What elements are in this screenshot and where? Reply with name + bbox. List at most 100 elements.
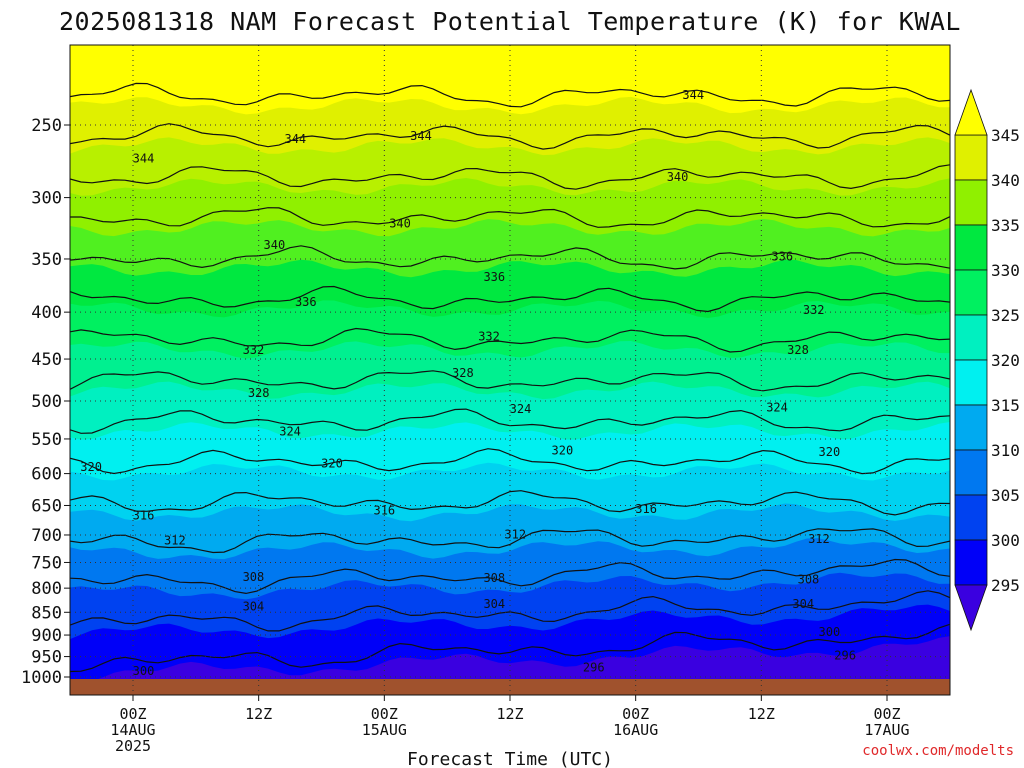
- credit-text: coolwx.com/modelts: [862, 743, 1014, 759]
- ground-strip: [70, 679, 950, 695]
- x-tick-label: 12Z: [496, 705, 523, 723]
- contour-label: 344: [284, 132, 306, 146]
- colorbar-segment: [954, 404, 988, 451]
- y-tick-label: 300: [31, 189, 62, 209]
- contour-label: 344: [682, 88, 704, 102]
- contour-line: [70, 285, 950, 313]
- contour-line: [70, 82, 950, 108]
- y-tick-label: 650: [31, 496, 62, 516]
- x-tick-label: 14AUG: [110, 721, 155, 739]
- contour-label: 320: [80, 460, 102, 474]
- colorbar-tick-label: 340: [991, 171, 1020, 190]
- y-tick-label: 700: [31, 526, 62, 546]
- contour-label: 324: [279, 425, 301, 439]
- contour-label: 328: [787, 343, 809, 357]
- contour-label: 344: [410, 129, 432, 143]
- x-tick-label: 00Z: [371, 705, 398, 723]
- contour-label: 340: [667, 170, 689, 184]
- contour-line: [70, 123, 950, 150]
- colorbar-tick-label: 345: [991, 126, 1020, 145]
- contour-label: 304: [243, 600, 265, 614]
- contour-label: 336: [483, 270, 505, 284]
- contour-label: 316: [133, 509, 155, 523]
- colorbar-segment: [954, 179, 988, 226]
- colorbar-tick-label: 315: [991, 396, 1020, 415]
- colorbar-segment: [954, 494, 988, 541]
- contour-line: [70, 448, 950, 475]
- colorbar-arrow-bottom: [954, 584, 988, 632]
- contour-line: [70, 528, 950, 554]
- y-tick-label: 400: [31, 303, 62, 323]
- plot-area: 344 344 344 344 340 340 340 336 336 336 332 332 332 3…: [69, 44, 951, 696]
- contour-label: 312: [504, 527, 526, 541]
- y-tick-label: 800: [31, 579, 62, 599]
- x-tick-label: 2025: [115, 737, 151, 755]
- x-tick-label: 12Z: [748, 705, 775, 723]
- contour-label: 320: [321, 457, 343, 471]
- x-tick-label: 16AUG: [613, 721, 658, 739]
- colorbar-arrow-top: [954, 88, 988, 136]
- y-tick-label: 1000: [21, 668, 62, 688]
- x-tick-label: 00Z: [119, 705, 146, 723]
- contour-line: [70, 207, 950, 228]
- contour-label: 296: [834, 648, 856, 662]
- y-tick-label: 600: [31, 465, 62, 485]
- y-tick-label: 350: [31, 250, 62, 270]
- colorbar-segment: [954, 269, 988, 316]
- y-tick-label: 500: [31, 392, 62, 412]
- contour-label: 324: [766, 400, 788, 414]
- contour-label: 304: [792, 597, 814, 611]
- contour-label: 300: [819, 625, 841, 639]
- contour-label: 320: [819, 445, 841, 459]
- contour-label: 344: [133, 152, 155, 166]
- contour-label: 296: [583, 661, 605, 675]
- colorbar-segment: [954, 224, 988, 271]
- colorbar: 345 340 335 330 325 320 315 310 305 300 295: [954, 88, 1020, 632]
- colorbar-tick-label: 325: [991, 306, 1020, 325]
- contour-label: 312: [808, 532, 830, 546]
- contour-label: 300: [133, 664, 155, 678]
- colorbar-tick-label: 320: [991, 351, 1020, 370]
- y-tick-label: 250: [31, 116, 62, 136]
- colorbar-segment: [954, 359, 988, 406]
- y-tick-label: 950: [31, 648, 62, 668]
- colorbar-tick-label: 295: [991, 576, 1020, 595]
- contour-label: 320: [552, 443, 574, 457]
- x-axis-label: Forecast Time (UTC): [407, 749, 613, 768]
- y-tick-label: 550: [31, 430, 62, 450]
- contour-line: [70, 370, 950, 392]
- contour-label: 336: [771, 250, 793, 264]
- colorbar-tick-label: 305: [991, 486, 1020, 505]
- x-tick-label: 17AUG: [864, 721, 909, 739]
- contour-label: 316: [373, 503, 395, 517]
- y-tick-label: 850: [31, 603, 62, 623]
- colorbar-tick-label: 300: [991, 531, 1020, 550]
- contour-label: 328: [452, 366, 474, 380]
- y-axis: 250 300 350 400 450 500 550 600 650 700 750 800 850 9…: [21, 116, 70, 688]
- contour-label: 332: [803, 303, 825, 317]
- colorbar-segment: [954, 539, 988, 586]
- contour-line: [70, 558, 950, 595]
- contour-label: 340: [389, 216, 411, 230]
- y-tick-label: 750: [31, 553, 62, 573]
- contour-label: 324: [510, 402, 532, 416]
- x-tick-label: 00Z: [873, 705, 900, 723]
- colorbar-segment: [954, 449, 988, 496]
- x-tick-label: 00Z: [622, 705, 649, 723]
- colorbar-segment: [954, 314, 988, 361]
- colorbar-tick-label: 335: [991, 216, 1020, 235]
- contour-label: 332: [478, 329, 500, 343]
- contour-line: [70, 623, 950, 673]
- contour-label: 312: [164, 534, 186, 548]
- y-tick-label: 450: [31, 350, 62, 370]
- contour-label: 336: [295, 295, 317, 309]
- contour-label: 308: [483, 571, 505, 585]
- colorbar-tick-label: 330: [991, 261, 1020, 280]
- contour-label: 304: [483, 597, 505, 611]
- colorbar-segment: [954, 134, 988, 181]
- contour-label: 308: [243, 570, 265, 584]
- contour-label: 340: [264, 238, 286, 252]
- contour-line: [70, 164, 950, 190]
